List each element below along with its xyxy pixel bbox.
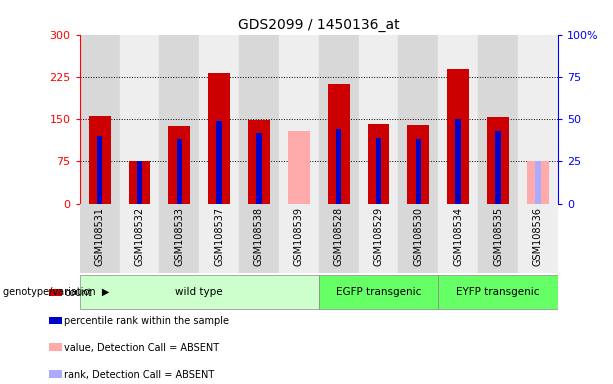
Bar — [89, 116, 110, 204]
Bar — [416, 139, 421, 204]
Bar — [208, 73, 230, 204]
Bar — [177, 139, 182, 204]
Bar — [398, 204, 438, 273]
Title: GDS2099 / 1450136_at: GDS2099 / 1450136_at — [238, 18, 400, 32]
Text: GSM108534: GSM108534 — [453, 207, 463, 266]
Text: GSM108529: GSM108529 — [373, 207, 384, 266]
Bar — [478, 35, 518, 204]
Bar — [137, 161, 142, 204]
Text: GSM108539: GSM108539 — [294, 207, 304, 266]
Text: value, Detection Call = ABSENT: value, Detection Call = ABSENT — [64, 343, 219, 353]
Bar — [398, 35, 438, 204]
Bar — [518, 204, 558, 273]
Bar — [438, 204, 478, 273]
Bar — [359, 35, 398, 204]
Text: rank, Detection Call = ABSENT: rank, Detection Call = ABSENT — [64, 370, 215, 380]
Bar — [216, 121, 222, 204]
Bar — [248, 120, 270, 204]
FancyBboxPatch shape — [80, 275, 319, 309]
Text: GSM108532: GSM108532 — [134, 207, 145, 266]
Bar — [120, 204, 159, 273]
Bar — [97, 136, 102, 204]
Bar — [455, 119, 461, 204]
Text: GSM108537: GSM108537 — [214, 207, 224, 266]
Bar — [199, 204, 239, 273]
Bar — [328, 84, 349, 204]
Text: wild type: wild type — [175, 287, 223, 297]
Bar — [288, 131, 310, 204]
Text: EYFP transgenic: EYFP transgenic — [456, 287, 540, 297]
Text: genotype/variation  ▶: genotype/variation ▶ — [3, 287, 110, 297]
Text: percentile rank within the sample: percentile rank within the sample — [64, 316, 229, 326]
Bar — [368, 124, 389, 204]
Text: GSM108533: GSM108533 — [174, 207, 185, 266]
Bar — [80, 204, 120, 273]
Bar — [438, 35, 478, 204]
Bar — [199, 35, 239, 204]
Bar — [518, 35, 558, 204]
Bar — [487, 118, 509, 204]
Bar — [239, 35, 279, 204]
Bar — [319, 204, 359, 273]
FancyBboxPatch shape — [319, 275, 438, 309]
Bar — [527, 161, 549, 204]
Text: GSM108530: GSM108530 — [413, 207, 424, 266]
Text: GSM108535: GSM108535 — [493, 207, 503, 266]
Bar — [279, 204, 319, 273]
Bar — [376, 137, 381, 204]
Bar — [49, 288, 62, 296]
Bar — [535, 161, 541, 204]
Text: count: count — [64, 288, 92, 298]
Bar — [49, 316, 62, 324]
Bar — [129, 161, 150, 204]
Bar — [359, 204, 398, 273]
Bar — [159, 35, 199, 204]
Bar — [336, 129, 341, 204]
Bar — [80, 35, 120, 204]
Bar — [408, 125, 429, 204]
FancyBboxPatch shape — [438, 275, 558, 309]
Bar — [319, 35, 359, 204]
Bar — [279, 35, 319, 204]
Text: GSM108538: GSM108538 — [254, 207, 264, 266]
Bar — [120, 35, 159, 204]
Text: GSM108531: GSM108531 — [94, 207, 105, 266]
Bar — [49, 343, 62, 351]
Bar — [478, 204, 518, 273]
Text: GSM108536: GSM108536 — [533, 207, 543, 266]
Text: EGFP transgenic: EGFP transgenic — [336, 287, 421, 297]
Bar — [256, 132, 262, 204]
Bar — [169, 126, 190, 204]
Bar — [239, 204, 279, 273]
Bar — [159, 204, 199, 273]
Bar — [495, 131, 501, 204]
Bar — [447, 70, 469, 204]
Text: GSM108528: GSM108528 — [333, 207, 344, 266]
Bar — [49, 370, 62, 378]
